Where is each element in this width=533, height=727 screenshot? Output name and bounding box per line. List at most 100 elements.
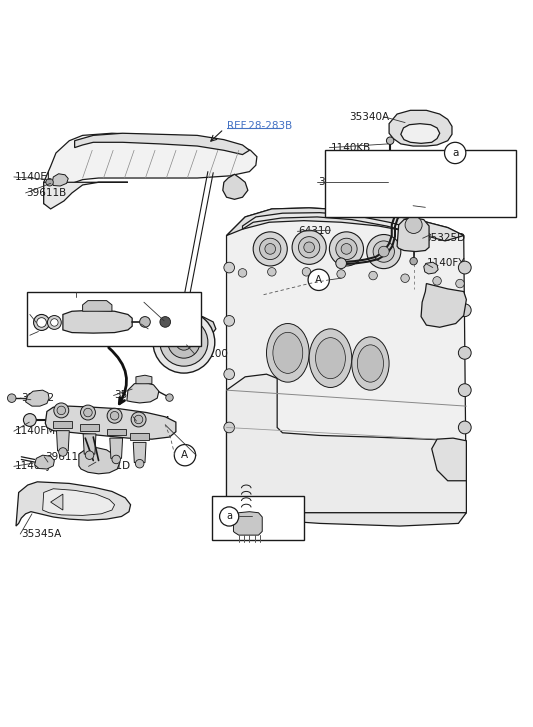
Circle shape [160,318,208,366]
Polygon shape [421,284,466,327]
Polygon shape [243,213,416,233]
Circle shape [405,217,422,233]
Polygon shape [227,208,464,241]
Ellipse shape [309,329,352,387]
Polygon shape [26,390,49,406]
Circle shape [433,276,441,285]
Circle shape [341,244,352,254]
Circle shape [458,384,471,396]
Circle shape [458,261,471,274]
Circle shape [369,271,377,280]
Polygon shape [110,438,123,459]
Text: 35304: 35304 [138,416,171,426]
Polygon shape [233,512,262,535]
Circle shape [378,246,389,257]
Polygon shape [35,455,54,469]
Polygon shape [127,382,159,403]
Circle shape [54,403,69,418]
Circle shape [51,318,58,326]
Polygon shape [422,193,431,198]
Polygon shape [432,438,466,481]
Circle shape [445,142,466,164]
Circle shape [46,179,53,186]
Circle shape [110,411,119,420]
Ellipse shape [273,332,303,374]
Ellipse shape [316,337,345,379]
Text: 35100: 35100 [196,349,229,359]
Circle shape [238,268,247,277]
Circle shape [308,269,329,291]
Circle shape [153,311,215,373]
Circle shape [174,444,196,466]
Polygon shape [80,425,99,431]
Polygon shape [43,489,115,515]
Circle shape [302,268,311,276]
Circle shape [410,257,417,265]
Circle shape [367,235,401,268]
Polygon shape [83,300,112,311]
Polygon shape [16,482,131,526]
Circle shape [34,315,50,331]
Text: 35309: 35309 [115,390,148,401]
Circle shape [140,316,150,327]
Text: 1140EJ: 1140EJ [15,462,51,471]
Text: 35310: 35310 [77,292,110,302]
Circle shape [168,326,200,358]
Circle shape [399,199,407,208]
Text: 33815E: 33815E [145,297,184,308]
Circle shape [298,237,320,258]
Polygon shape [63,310,132,333]
Circle shape [7,394,16,403]
Polygon shape [232,513,466,526]
Circle shape [166,394,173,401]
Circle shape [220,507,239,526]
Polygon shape [45,406,176,439]
Circle shape [456,279,464,288]
Circle shape [407,197,424,214]
Polygon shape [130,433,149,440]
Polygon shape [133,443,146,462]
Circle shape [224,316,235,326]
Text: 1140FM: 1140FM [15,426,56,436]
Polygon shape [227,208,466,513]
Circle shape [268,268,276,276]
Circle shape [112,455,120,464]
Text: 35305: 35305 [426,202,459,212]
Text: 35345A: 35345A [21,529,62,539]
Circle shape [23,414,36,427]
Circle shape [336,238,357,260]
Text: A: A [181,450,189,460]
Text: 1140KB: 1140KB [330,142,371,153]
Circle shape [47,316,61,329]
Text: 1140FY: 1140FY [426,258,465,268]
Polygon shape [56,430,69,451]
Text: a: a [226,512,232,521]
Polygon shape [397,218,429,252]
Polygon shape [389,111,452,146]
Polygon shape [75,133,249,155]
Circle shape [224,422,235,433]
Text: 35325D: 35325D [424,233,465,244]
Circle shape [85,451,94,459]
Text: 35312: 35312 [31,310,64,319]
Ellipse shape [266,324,309,382]
Text: 35312H: 35312H [149,324,190,334]
Text: 64310: 64310 [298,226,332,236]
Circle shape [458,347,471,359]
Circle shape [253,232,287,266]
Text: 33100B: 33100B [318,177,358,188]
Circle shape [386,137,394,145]
Polygon shape [79,448,120,474]
Circle shape [292,230,326,265]
Polygon shape [389,189,433,206]
Circle shape [373,241,394,262]
Circle shape [57,406,66,414]
Text: 35342: 35342 [21,393,54,403]
Circle shape [401,173,414,186]
Text: 35340A: 35340A [349,112,389,121]
Circle shape [224,262,235,273]
Text: 35341D: 35341D [90,462,131,471]
Polygon shape [155,316,216,338]
Circle shape [134,415,143,424]
Circle shape [304,242,314,253]
